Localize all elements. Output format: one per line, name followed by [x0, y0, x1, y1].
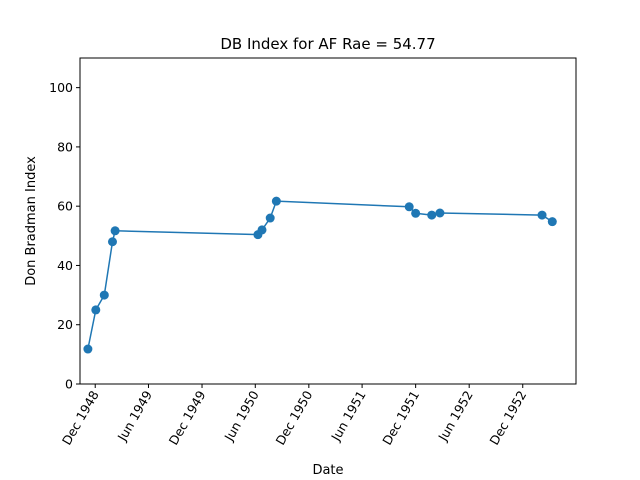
plot-frame — [79, 57, 577, 385]
data-point — [99, 290, 109, 300]
x-tick-label: Jun 1951 — [328, 388, 369, 444]
x-tick-label: Dec 1948 — [59, 388, 102, 447]
y-tick-label: 100 — [49, 80, 73, 95]
data-point — [537, 210, 547, 220]
data-point — [411, 208, 421, 218]
x-tick-label: Dec 1951 — [379, 388, 422, 447]
data-point — [91, 305, 101, 315]
data-point — [271, 196, 281, 206]
data-point — [107, 237, 117, 247]
y-axis: 0 20 40 60 80 100 — [49, 80, 80, 392]
x-tick-label: Dec 1949 — [166, 388, 209, 447]
plot-area — [83, 196, 557, 354]
chart-title: DB Index for AF Rae = 54.77 — [220, 35, 435, 53]
data-point — [257, 225, 267, 235]
x-tick-label: Jun 1952 — [435, 388, 476, 444]
data-point — [547, 217, 557, 227]
data-point — [427, 210, 437, 220]
y-axis-label: Don Bradman Index — [24, 156, 39, 286]
data-point — [83, 344, 93, 354]
y-tick-label: 20 — [57, 317, 73, 332]
y-tick-label: 0 — [65, 377, 73, 392]
data-point — [435, 208, 445, 218]
x-axis-label: Date — [312, 463, 343, 478]
y-tick-label: 80 — [57, 139, 73, 154]
data-point — [265, 213, 275, 223]
y-tick-label: 40 — [57, 258, 73, 273]
x-tick-label: Jun 1949 — [114, 388, 155, 444]
x-tick-label: Dec 1952 — [486, 388, 529, 447]
y-tick-label: 60 — [57, 199, 73, 214]
series-line — [87, 200, 553, 350]
x-tick-label: Jun 1950 — [221, 388, 262, 444]
x-tick-label: Dec 1950 — [272, 388, 315, 447]
x-axis: Dec 1948 Jun 1949 Dec 1949 Jun 1950 Dec 1950… — [59, 384, 529, 447]
data-point — [404, 202, 414, 212]
data-point — [110, 226, 120, 236]
